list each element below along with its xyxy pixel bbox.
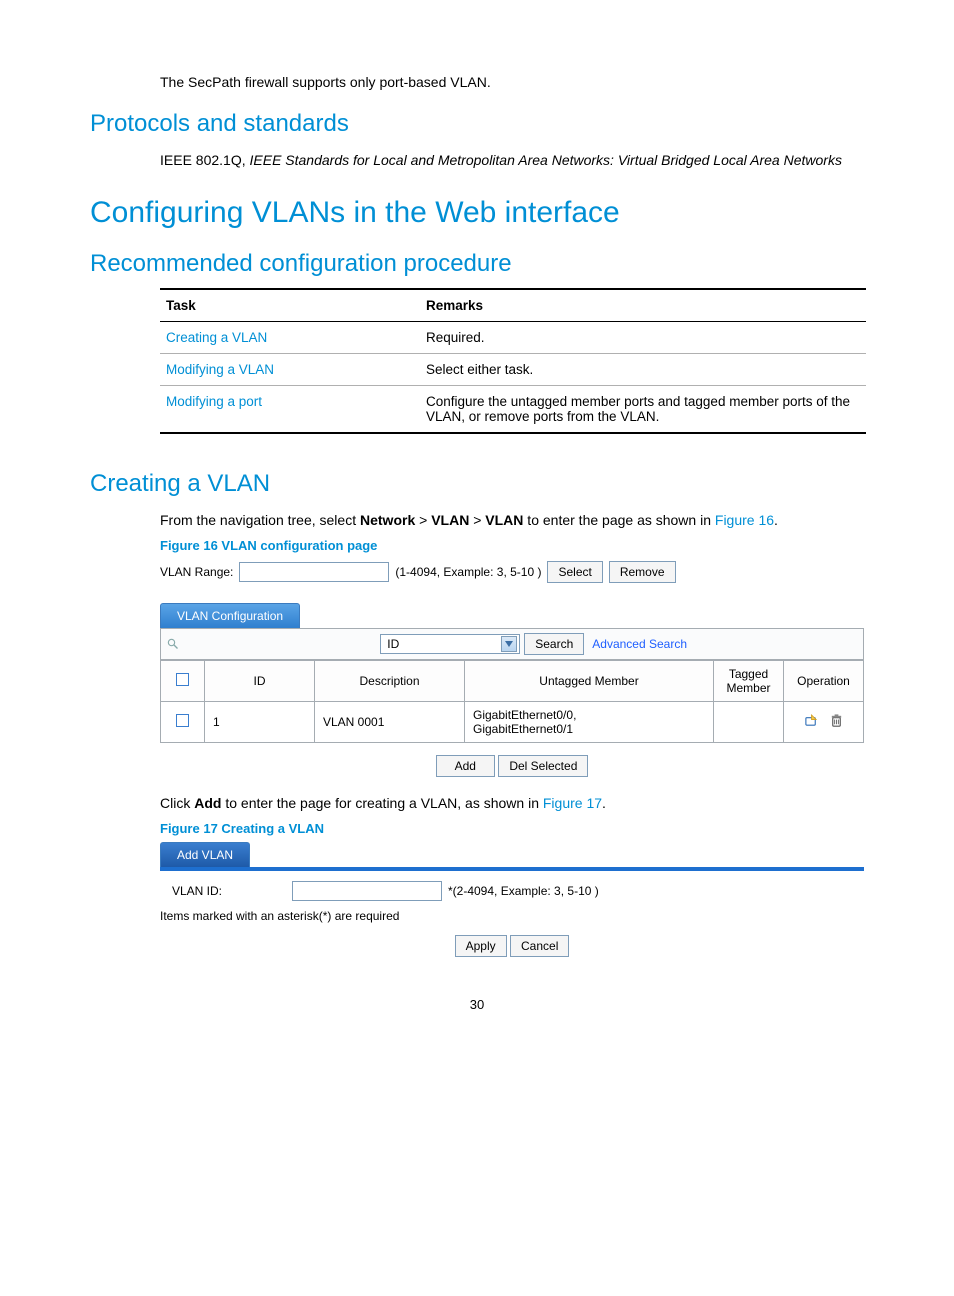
txt: Click xyxy=(160,795,194,811)
remarks-cell: Required. xyxy=(420,322,866,354)
table-row: 1 VLAN 0001 GigabitEthernet0/0, GigabitE… xyxy=(161,702,864,743)
nav-vlan2: VLAN xyxy=(485,512,523,528)
figure-16-link[interactable]: Figure 16 xyxy=(715,512,774,528)
config-vlans-heading: Configuring VLANs in the Web interface xyxy=(90,196,864,230)
txt: . xyxy=(774,512,778,528)
txt: . xyxy=(602,795,606,811)
vlan-id-hint: *(2-4094, Example: 3, 5-10 ) xyxy=(448,884,599,898)
rec-proc-heading: Recommended configuration procedure xyxy=(90,250,864,278)
col-id: ID xyxy=(205,661,315,702)
vlan-id-input[interactable] xyxy=(292,881,442,901)
vlan-range-label: VLAN Range: xyxy=(160,565,233,579)
col-operation: Operation xyxy=(784,661,864,702)
apply-button[interactable]: Apply xyxy=(455,935,507,957)
vlan-range-hint: (1-4094, Example: 3, 5-10 ) xyxy=(395,565,541,579)
page-number: 30 xyxy=(90,997,864,1012)
search-field-value: ID xyxy=(387,637,399,651)
figure-16-ui: VLAN Range: (1-4094, Example: 3, 5-10 ) … xyxy=(160,561,864,777)
search-field-select[interactable]: ID xyxy=(380,634,520,654)
search-bar: ID Search Advanced Search xyxy=(160,628,864,660)
figure-17-link[interactable]: Figure 17 xyxy=(543,795,602,811)
table-row: Creating a VLAN Required. xyxy=(160,322,866,354)
search-icon xyxy=(167,638,179,650)
search-button[interactable]: Search xyxy=(524,633,584,655)
vlan-id-label: VLAN ID: xyxy=(172,884,282,898)
protocols-heading: Protocols and standards xyxy=(90,110,864,138)
ieee-italic: IEEE Standards for Local and Metropolita… xyxy=(250,152,842,168)
nav-network: Network xyxy=(360,512,415,528)
figure-17-caption: Figure 17 Creating a VLAN xyxy=(160,821,864,836)
cell-untagged: GigabitEthernet0/0, GigabitEthernet0/1 xyxy=(465,702,714,743)
chevron-down-icon xyxy=(501,636,517,652)
cell-tagged xyxy=(714,702,784,743)
figure-17-ui: Add VLAN VLAN ID: *(2-4094, Example: 3, … xyxy=(160,842,864,957)
add-button[interactable]: Add xyxy=(436,755,495,777)
txt: GigabitEthernet0/1 xyxy=(473,722,573,736)
tab-add-vlan[interactable]: Add VLAN xyxy=(160,842,250,867)
txt: > xyxy=(415,512,431,528)
select-all-checkbox[interactable] xyxy=(176,673,189,686)
vlan-range-input[interactable] xyxy=(239,562,389,582)
table-row: Modifying a port Configure the untagged … xyxy=(160,386,866,434)
txt: to enter the page for creating a VLAN, a… xyxy=(221,795,542,811)
secpath-note: The SecPath firewall supports only port-… xyxy=(160,74,864,90)
txt: From the navigation tree, select xyxy=(160,512,360,528)
required-note: Items marked with an asterisk(*) are req… xyxy=(160,909,864,923)
table-row: Modifying a VLAN Select either task. xyxy=(160,354,866,386)
creating-heading: Creating a VLAN xyxy=(90,470,864,498)
col-description: Description xyxy=(315,661,465,702)
col-tagged: Tagged Member xyxy=(714,661,784,702)
select-button[interactable]: Select xyxy=(547,561,602,583)
task-cell[interactable]: Modifying a port xyxy=(160,386,420,434)
txt: GigabitEthernet0/0, xyxy=(473,708,576,722)
nav-vlan: VLAN xyxy=(431,512,469,528)
figure-16-caption: Figure 16 VLAN configuration page xyxy=(160,538,864,553)
click-add-instruction: Click Add to enter the page for creating… xyxy=(160,795,864,811)
task-cell[interactable]: Creating a VLAN xyxy=(160,322,420,354)
task-cell[interactable]: Modifying a VLAN xyxy=(160,354,420,386)
tab-vlan-configuration[interactable]: VLAN Configuration xyxy=(160,603,300,628)
cancel-button[interactable]: Cancel xyxy=(510,935,569,957)
txt: to enter the page as shown in xyxy=(523,512,714,528)
remarks-cell: Configure the untagged member ports and … xyxy=(420,386,866,434)
delete-icon[interactable] xyxy=(829,713,844,731)
advanced-search-link[interactable]: Advanced Search xyxy=(592,637,687,651)
ieee-standard: IEEE 802.1Q, IEEE Standards for Local an… xyxy=(160,152,864,168)
txt-add: Add xyxy=(194,795,221,811)
row-checkbox[interactable] xyxy=(176,714,189,727)
nav-instruction: From the navigation tree, select Network… xyxy=(160,512,864,528)
del-selected-button[interactable]: Del Selected xyxy=(498,755,588,777)
edit-icon[interactable] xyxy=(804,713,819,731)
remarks-cell: Select either task. xyxy=(420,354,866,386)
col-remarks: Remarks xyxy=(420,289,866,322)
vlan-results-table: ID Description Untagged Member Tagged Me… xyxy=(160,660,864,743)
col-untagged: Untagged Member xyxy=(465,661,714,702)
cell-desc: VLAN 0001 xyxy=(315,702,465,743)
procedure-table: Task Remarks Creating a VLAN Required. M… xyxy=(160,288,866,434)
col-task: Task xyxy=(160,289,420,322)
cell-id: 1 xyxy=(205,702,315,743)
txt: > xyxy=(469,512,485,528)
ieee-prefix: IEEE 802.1Q, xyxy=(160,152,250,168)
remove-button[interactable]: Remove xyxy=(609,561,676,583)
